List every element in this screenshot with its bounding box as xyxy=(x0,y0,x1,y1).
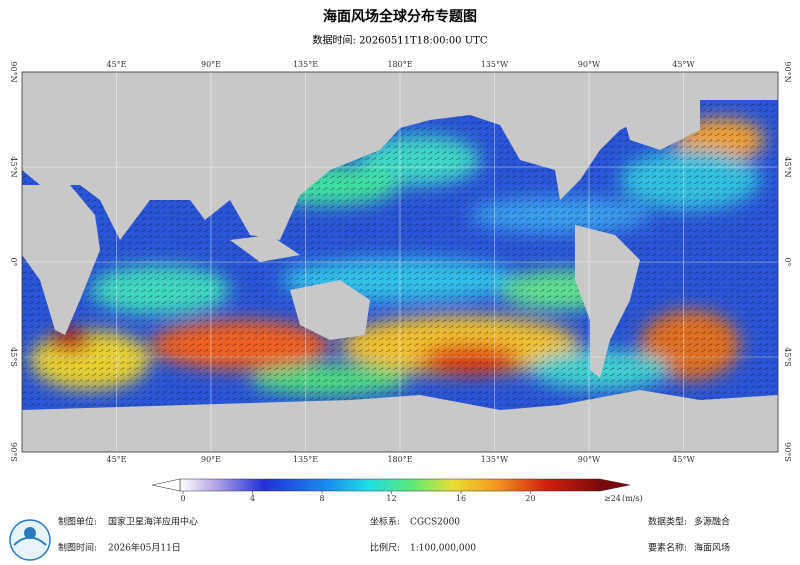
footer-label: 制图时间: xyxy=(58,542,97,554)
colorbar-tick-label: 20 xyxy=(525,494,535,503)
colorbar-tick-label: 16 xyxy=(456,494,466,503)
lon-label: 135°E xyxy=(293,455,318,464)
lon-label: 45°W xyxy=(672,60,695,69)
lat-label: 45°N xyxy=(783,156,792,177)
map-frame xyxy=(21,71,779,453)
lon-label: 90°E xyxy=(201,455,221,464)
lat-label: 90°S xyxy=(9,442,18,462)
lat-label: 0° xyxy=(783,257,792,266)
lon-label: 135°E xyxy=(293,60,318,69)
lon-label: 180°E xyxy=(387,455,412,464)
map xyxy=(22,72,778,452)
lon-label: 90°W xyxy=(578,455,601,464)
title: 海面风场全球分布专题图 xyxy=(323,8,477,25)
footer-value: 国家卫星海洋应用中心 xyxy=(108,516,198,528)
colorbar-tick-label: 12 xyxy=(386,494,396,503)
footer-label: 数据类型: xyxy=(648,516,687,528)
lon-label: 90°E xyxy=(201,60,221,69)
graticule xyxy=(22,72,778,452)
lat-label: 45°S xyxy=(9,347,18,367)
lat-label: 45°S xyxy=(783,347,792,367)
footer-value: 多源融合 xyxy=(694,516,730,528)
footer-label: 要素名称: xyxy=(648,542,687,554)
colorbar: 0 4 8 12 16 20 ≥24 (m/s) xyxy=(151,478,643,503)
footer-value: 2026年05月11日 xyxy=(108,542,181,554)
lon-label: 135°W xyxy=(481,455,509,464)
footer-label: 比例尺: xyxy=(370,542,400,554)
lat-label: 45°N xyxy=(9,156,18,177)
footer-value: 海面风场 xyxy=(694,542,730,554)
footer-label: 坐标系: xyxy=(370,516,400,528)
lon-label: 45°E xyxy=(106,60,126,69)
colorbar-unit: (m/s) xyxy=(622,494,643,503)
subtitle: 数据时间: 20260511T18:00:00 UTC xyxy=(313,34,488,47)
lat-label: 90°S xyxy=(783,442,792,462)
lon-label: 135°W xyxy=(481,60,509,69)
lon-label: 45°E xyxy=(106,455,126,464)
colorbar-tick-label: 0 xyxy=(180,494,185,503)
footer-value: 1:100,000,000 xyxy=(410,544,476,554)
footer-label: 制图单位: xyxy=(58,516,97,528)
lat-label: 0° xyxy=(9,257,18,266)
lon-label: 45°W xyxy=(672,455,695,464)
lon-label: 90°W xyxy=(578,60,601,69)
lat-label: 90°N xyxy=(9,61,18,82)
footer-value: CGCS2000 xyxy=(410,518,460,528)
lon-label: 180°E xyxy=(387,60,412,69)
logo xyxy=(9,519,51,561)
colorbar-tick-label: 8 xyxy=(319,494,324,503)
lat-label: 90°N xyxy=(783,61,792,82)
colorbar-tick-label: 4 xyxy=(250,494,255,503)
colorbar-max-label: ≥24 xyxy=(604,494,621,503)
